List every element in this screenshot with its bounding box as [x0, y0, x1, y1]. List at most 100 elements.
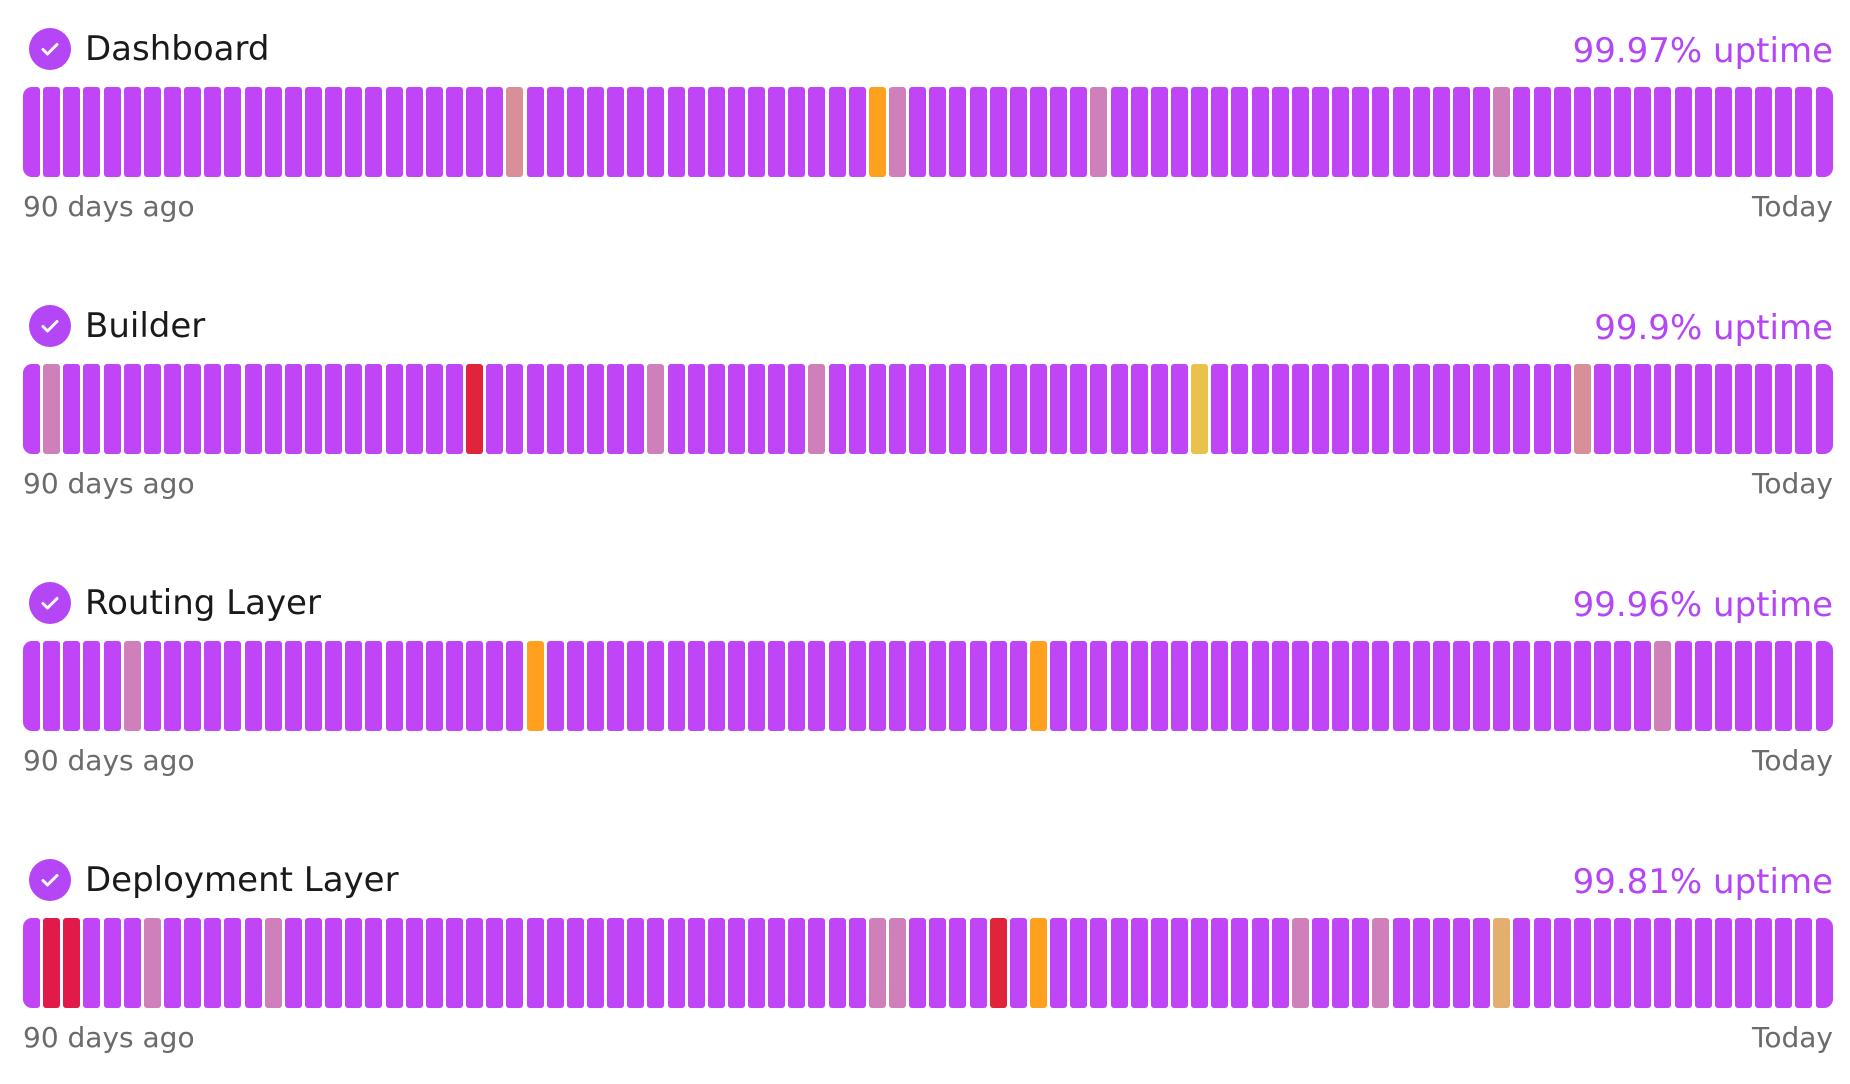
uptime-day-bar[interactable] [1110, 87, 1128, 177]
uptime-day-bar[interactable] [1332, 364, 1350, 454]
uptime-day-bar[interactable] [848, 641, 866, 731]
uptime-day-bar[interactable] [1674, 918, 1692, 1008]
uptime-day-bar[interactable] [607, 641, 625, 731]
uptime-day-bar[interactable] [83, 87, 101, 177]
uptime-day-bar[interactable] [868, 87, 886, 177]
uptime-day-bar[interactable] [526, 641, 544, 731]
uptime-day-bar[interactable] [748, 87, 766, 177]
uptime-day-bar[interactable] [1271, 918, 1289, 1008]
uptime-day-bar[interactable] [707, 87, 725, 177]
uptime-day-bar[interactable] [1312, 364, 1329, 454]
uptime-day-bar[interactable] [1171, 87, 1189, 177]
uptime-day-bar[interactable] [1452, 641, 1470, 731]
uptime-day-bar[interactable] [909, 364, 927, 454]
uptime-day-bar[interactable] [1734, 641, 1752, 731]
uptime-day-bar[interactable] [1009, 641, 1027, 731]
uptime-day-bar[interactable] [848, 918, 866, 1008]
uptime-day-bar[interactable] [1553, 641, 1571, 731]
uptime-day-bar[interactable] [284, 364, 302, 454]
uptime-day-bar[interactable] [1775, 641, 1793, 731]
uptime-day-bar[interactable] [1593, 87, 1611, 177]
uptime-day-bar[interactable] [163, 918, 181, 1008]
uptime-day-bar[interactable] [325, 641, 343, 731]
uptime-day-bar[interactable] [1533, 364, 1551, 454]
uptime-day-bar[interactable] [1070, 87, 1088, 177]
uptime-day-bar[interactable] [1251, 364, 1269, 454]
uptime-day-bar[interactable] [526, 364, 544, 454]
uptime-day-bar[interactable] [586, 641, 604, 731]
uptime-day-bar[interactable] [969, 364, 987, 454]
uptime-day-bar[interactable] [889, 918, 907, 1008]
uptime-day-bar[interactable] [143, 641, 161, 731]
uptime-day-bar[interactable] [264, 87, 282, 177]
uptime-day-bar[interactable] [1392, 641, 1410, 731]
uptime-day-bar[interactable] [1291, 641, 1309, 731]
uptime-day-bar[interactable] [848, 364, 866, 454]
uptime-day-bar[interactable] [667, 641, 685, 731]
uptime-day-bar[interactable] [486, 364, 504, 454]
uptime-day-bar[interactable] [43, 87, 61, 177]
uptime-day-bar[interactable] [325, 87, 343, 177]
uptime-day-bar[interactable] [808, 641, 826, 731]
uptime-day-bar[interactable] [445, 364, 463, 454]
uptime-day-bar[interactable] [1291, 918, 1309, 1008]
uptime-day-bar[interactable] [1714, 641, 1732, 731]
uptime-day-bar[interactable] [1251, 918, 1269, 1008]
uptime-day-bar[interactable] [868, 918, 886, 1008]
uptime-day-bar[interactable] [748, 918, 766, 1008]
uptime-day-bar[interactable] [1372, 918, 1390, 1008]
uptime-day-bar[interactable] [304, 87, 322, 177]
uptime-day-bar[interactable] [647, 87, 665, 177]
uptime-day-bar[interactable] [1473, 364, 1491, 454]
uptime-day-bar[interactable] [586, 918, 604, 1008]
uptime-day-bar[interactable] [445, 87, 463, 177]
uptime-day-bar[interactable] [607, 364, 625, 454]
uptime-day-bar[interactable] [546, 918, 564, 1008]
uptime-day-bar[interactable] [788, 364, 806, 454]
uptime-day-bar[interactable] [1815, 641, 1833, 731]
uptime-day-bar[interactable] [1473, 918, 1491, 1008]
uptime-day-bar[interactable] [1634, 364, 1652, 454]
uptime-day-bar[interactable] [1674, 364, 1692, 454]
uptime-day-bar[interactable] [566, 364, 584, 454]
uptime-day-bar[interactable] [1171, 364, 1189, 454]
uptime-day-bar[interactable] [345, 364, 363, 454]
uptime-day-bar[interactable] [1191, 87, 1209, 177]
uptime-day-bar[interactable] [1211, 641, 1229, 731]
uptime-day-bar[interactable] [63, 87, 81, 177]
uptime-day-bar[interactable] [425, 918, 443, 1008]
uptime-day-bar[interactable] [768, 918, 786, 1008]
uptime-day-bar[interactable] [1231, 641, 1249, 731]
uptime-day-bar[interactable] [63, 364, 81, 454]
uptime-day-bar[interactable] [1372, 87, 1390, 177]
uptime-day-bar[interactable] [1211, 364, 1229, 454]
uptime-day-bar[interactable] [969, 918, 987, 1008]
uptime-day-bar[interactable] [163, 364, 181, 454]
uptime-day-bar[interactable] [506, 641, 524, 731]
uptime-day-bar[interactable] [949, 641, 967, 731]
uptime-day-bar[interactable] [425, 641, 443, 731]
uptime-day-bar[interactable] [466, 918, 484, 1008]
uptime-day-bar[interactable] [1795, 364, 1813, 454]
uptime-day-bar[interactable] [949, 364, 967, 454]
uptime-day-bar[interactable] [727, 87, 745, 177]
uptime-day-bar[interactable] [264, 364, 282, 454]
uptime-day-bar[interactable] [1372, 641, 1390, 731]
uptime-day-bar[interactable] [43, 918, 61, 1008]
uptime-day-bar[interactable] [1513, 641, 1531, 731]
uptime-day-bar[interactable] [425, 364, 443, 454]
uptime-day-bar[interactable] [1493, 918, 1511, 1008]
uptime-day-bar[interactable] [1050, 364, 1068, 454]
uptime-day-bar[interactable] [1231, 364, 1249, 454]
uptime-day-bar[interactable] [1191, 364, 1209, 454]
uptime-day-bar[interactable] [1009, 918, 1027, 1008]
uptime-day-bar[interactable] [1412, 918, 1430, 1008]
uptime-day-bar[interactable] [687, 87, 705, 177]
uptime-day-bar[interactable] [627, 364, 645, 454]
uptime-day-bar[interactable] [1110, 641, 1128, 731]
uptime-day-bar[interactable] [1150, 364, 1168, 454]
uptime-day-bar[interactable] [1694, 641, 1712, 731]
uptime-day-bar[interactable] [808, 918, 826, 1008]
uptime-day-bar[interactable] [1573, 641, 1591, 731]
uptime-day-bar[interactable] [1533, 641, 1551, 731]
